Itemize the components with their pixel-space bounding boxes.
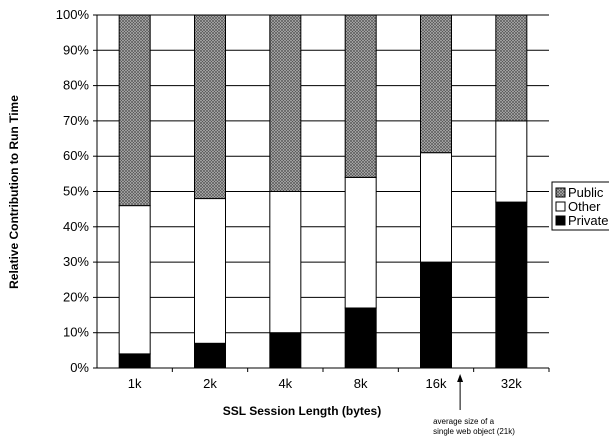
bar-segment-public <box>194 14 226 200</box>
x-tick-label: 32k <box>501 376 522 391</box>
y-tick-label: 20% <box>63 289 89 304</box>
y-tick-labels: 0% 10% 20% 30% 40% 50% 60% 70% 80% 90% 100% <box>56 7 90 375</box>
legend-swatch-private <box>555 215 566 226</box>
x-tick-labels: 1k 2k 4k 8k 16k 32k <box>128 376 523 391</box>
legend-label-public: Public <box>568 185 604 200</box>
annotation-arrow-head <box>457 374 464 382</box>
legend-swatch-public <box>555 187 566 198</box>
x-tick-label: 2k <box>203 376 217 391</box>
bar-segment-private <box>118 353 151 369</box>
axes <box>93 14 550 372</box>
legend-swatch-other <box>555 201 566 212</box>
bar-segment-private <box>269 332 302 369</box>
bar-segment-public <box>495 14 528 122</box>
y-tick-label: 100% <box>56 7 90 22</box>
y-tick-label: 60% <box>63 148 89 163</box>
bar-segment-public <box>420 14 452 154</box>
x-tick-label: 16k <box>426 376 447 391</box>
y-tick-label: 40% <box>63 219 89 234</box>
y-tick-label: 10% <box>63 325 89 340</box>
legend-label-private: Private <box>568 213 608 228</box>
bar-segment-private <box>420 261 452 369</box>
y-tick-label: 90% <box>63 42 89 57</box>
bar-segment-other <box>194 198 226 344</box>
x-tick-label: 4k <box>278 376 292 391</box>
bar-segment-public <box>344 14 377 178</box>
annotation-text: average size of a <box>433 417 494 426</box>
x-tick-label: 8k <box>354 376 368 391</box>
bar-segment-private <box>194 342 226 369</box>
gridlines <box>97 14 549 369</box>
bars <box>118 14 528 369</box>
bar-segment-other <box>344 176 377 309</box>
bar-segment-other <box>420 152 452 263</box>
y-axis-title: Relative Contribution to Run Time <box>7 95 21 289</box>
bar-segment-private <box>495 201 528 369</box>
y-tick-label: 0% <box>70 360 89 375</box>
y-tick-label: 70% <box>63 113 89 128</box>
x-tick-label: 1k <box>128 376 142 391</box>
y-tick-label: 50% <box>63 184 89 199</box>
bar-segment-other <box>118 205 151 355</box>
bar-segment-other <box>495 120 528 203</box>
bar-segment-public <box>269 14 302 192</box>
bar-segment-other <box>269 191 302 334</box>
bar-segment-private <box>344 307 377 369</box>
x-axis-title: SSL Session Length (bytes) <box>223 404 381 418</box>
y-tick-label: 30% <box>63 254 89 269</box>
annotation-text: single web object (21k) <box>433 427 515 436</box>
y-tick-label: 80% <box>63 78 89 93</box>
legend-label-other: Other <box>568 199 601 214</box>
bar-segment-public <box>118 14 151 207</box>
